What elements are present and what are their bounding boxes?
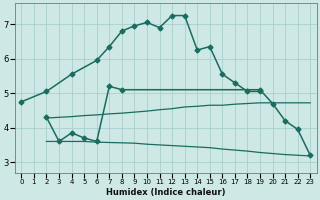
X-axis label: Humidex (Indice chaleur): Humidex (Indice chaleur) bbox=[106, 188, 226, 197]
